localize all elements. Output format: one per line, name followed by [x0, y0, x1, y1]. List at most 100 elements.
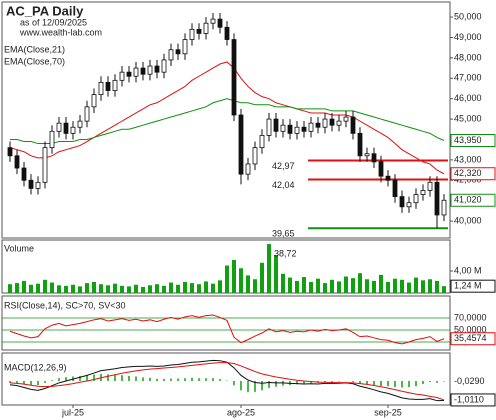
volume-bar [358, 273, 362, 293]
x-tick-label: ago-25 [227, 407, 255, 417]
volume-bar [372, 280, 376, 293]
last-value-box [450, 193, 496, 207]
volume-bar [99, 284, 103, 293]
volume-bar [316, 278, 320, 293]
candle-body [434, 181, 440, 216]
level-label: 39,65 [272, 229, 295, 239]
last-value-box [450, 279, 496, 293]
volume-bar [197, 284, 201, 293]
source: www.wealth-lab.com [19, 27, 102, 37]
volume-bar [183, 282, 187, 293]
volume-bar [379, 274, 383, 293]
volume-bar [120, 285, 124, 293]
y-tick-label: 43,000 [454, 154, 482, 164]
volume-bar [176, 284, 180, 293]
volume-bar [274, 255, 278, 293]
last-value-label: -1,0110 [454, 394, 484, 404]
candle-body [413, 194, 419, 204]
y-tick-label: 4,00 M [454, 265, 482, 275]
y-tick-label: 50,000 [454, 11, 482, 21]
last-value-box [450, 332, 496, 346]
volume-bar [253, 279, 257, 293]
last-value-label: 41,020 [454, 195, 482, 205]
volume-bar [50, 282, 54, 293]
last-value-label: 43,950 [454, 135, 482, 145]
candle-body [98, 81, 104, 96]
volume-bar [162, 285, 166, 293]
candle-body [343, 116, 349, 122]
candle-body [63, 122, 69, 134]
volume-bar [127, 286, 131, 293]
legend-entry: EMA(Close,70) [4, 56, 65, 66]
candle-body [70, 126, 76, 134]
candle-body [280, 124, 286, 132]
last-value-label: 1,24 M [454, 281, 482, 291]
marks: 42,97 42,04 39,65 38,72 [2, 13, 450, 402]
volume-bar [22, 280, 26, 293]
pane-label: Volume [4, 243, 34, 253]
volume-bar [246, 275, 250, 293]
volume-bar [428, 279, 432, 293]
candle-body [35, 181, 41, 189]
last-value-box [450, 393, 496, 407]
candle-body [14, 155, 20, 169]
candle-body [294, 126, 300, 134]
candle-body [245, 163, 251, 175]
candle-body [329, 118, 335, 126]
rsi-line [9, 314, 445, 345]
candle-body [350, 116, 356, 134]
ema-line [9, 61, 445, 175]
volume-bar [232, 260, 236, 293]
candle-body [77, 120, 83, 128]
volume-bar [57, 285, 61, 293]
legend-entry: EMA(Close,21) [4, 44, 65, 54]
volume-bar [365, 279, 369, 293]
annotation: 38,72 [274, 248, 297, 258]
candle-body [189, 28, 195, 40]
candle-body [105, 81, 111, 91]
last-value-label: 35,4574 [454, 333, 487, 343]
volume-bar [8, 284, 12, 293]
volume-bar [225, 265, 229, 293]
candle-body [441, 199, 447, 216]
volume-bar [43, 279, 47, 293]
y-tick-label: 47,000 [454, 73, 482, 83]
last-value-box [450, 133, 496, 147]
pane-label: MACD(12,26,9) [4, 362, 67, 372]
candle-body [203, 22, 209, 34]
candle-body [91, 94, 97, 108]
last-value-label: 42,320 [454, 168, 482, 178]
volume-bar [15, 283, 19, 293]
pane-label: RSI(Close,14), SC>70, SV<30 [4, 300, 126, 310]
candle-body [126, 71, 132, 77]
volume-bar [29, 284, 33, 293]
candle-body [133, 67, 139, 77]
candle-body [196, 28, 202, 34]
volume-bar [113, 283, 117, 293]
y-tick-label: 45,000 [454, 113, 482, 123]
volume-bar [85, 283, 89, 293]
volume-bar [414, 277, 418, 293]
volume-bar [386, 282, 390, 293]
candle-body [308, 122, 314, 132]
volume-bar [288, 277, 292, 293]
volume-bar [218, 280, 222, 293]
candle-body [42, 147, 48, 183]
title-backdrop [4, 4, 100, 36]
last-value-box [450, 167, 496, 181]
volume-bar [400, 279, 404, 293]
volume-bar [435, 280, 439, 293]
level-label: 42,97 [272, 161, 295, 171]
volume-bar [134, 284, 138, 293]
volume-bar [260, 262, 264, 293]
chart-title: AC_PA Daily [6, 3, 84, 18]
candle-body [161, 59, 167, 73]
candle-body [224, 26, 230, 40]
candle-body [238, 114, 244, 175]
volume-bar [337, 281, 341, 293]
x-tick-label: jul-25 [61, 407, 84, 417]
candle-body [56, 122, 62, 132]
candle-body [154, 65, 160, 73]
candle-body [140, 67, 146, 75]
